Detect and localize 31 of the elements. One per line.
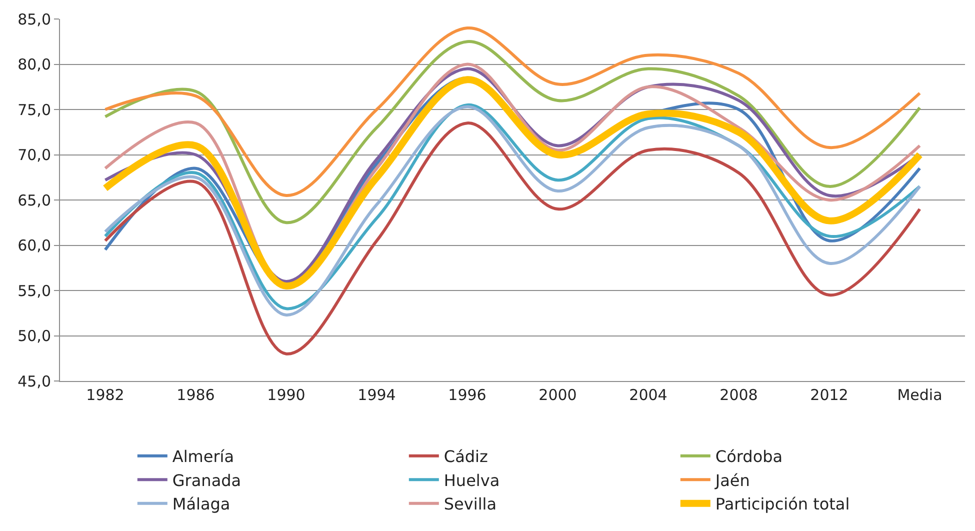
x-tick-label: 1982 [86,386,124,404]
legend-label: Jaén [714,470,750,490]
y-tick-label: 75,0 [18,100,51,119]
legend-label: Granada [172,470,242,490]
line-series [104,40,922,224]
line-series [104,122,922,356]
y-tick-label: 85,0 [18,10,51,28]
x-tick-label: Media [897,386,942,404]
x-tick-label: 2008 [720,386,758,404]
line-series [104,26,922,197]
y-tick-label: 50,0 [18,327,51,345]
legend-label: Málaga [172,494,230,514]
y-tick-label: 45,0 [18,372,51,390]
legend-label: Córdoba [715,447,783,466]
y-tick-label: 70,0 [18,146,51,164]
x-tick-label: 2004 [629,386,668,404]
y-tick-label: 55,0 [18,282,51,300]
legend-label: Cádiz [444,447,488,466]
x-tick-label: 2012 [810,386,848,404]
x-tick-label: 1994 [358,386,396,404]
legend-label: Participción total [715,494,850,514]
legend-label: Almería [172,447,234,466]
y-tick-label: 80,0 [18,56,51,74]
legend-label: Sevilla [444,494,497,514]
x-tick-label: 1986 [176,386,215,404]
x-tick-label: 2000 [538,386,577,404]
x-tick-label: 1990 [267,386,306,404]
y-tick-label: 60,0 [18,236,51,254]
y-tick-label: 65,0 [18,191,51,210]
x-tick-label: 1996 [448,386,486,404]
legend-label: Huelva [444,470,500,490]
